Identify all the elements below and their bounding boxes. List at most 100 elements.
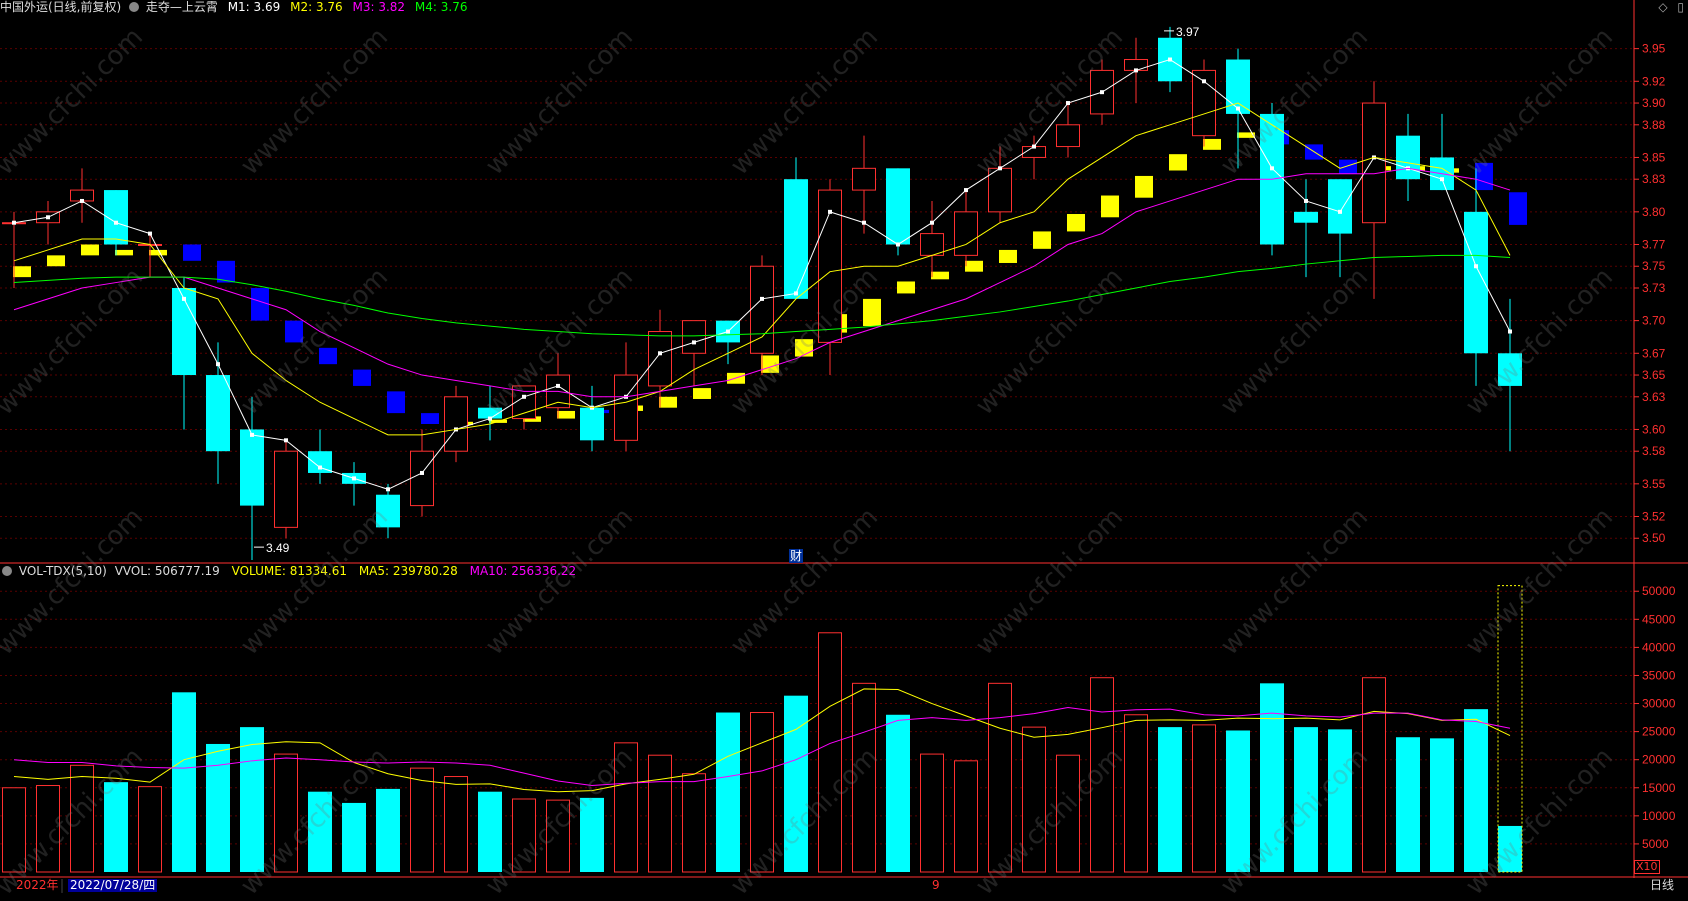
m1-point <box>250 432 254 437</box>
volume-bar-down <box>1328 729 1352 872</box>
price-tick-label: 3.85 <box>1642 150 1666 164</box>
volume-bar-up <box>920 753 944 873</box>
price-tick-label: 3.92 <box>1642 74 1666 88</box>
m1-point <box>352 476 356 481</box>
volume-bar-down <box>1396 737 1420 872</box>
m1-point <box>522 394 526 399</box>
candle-body-up <box>410 450 434 507</box>
volume-bar-up <box>682 773 706 873</box>
volume-bar-down <box>206 743 230 872</box>
signal-block <box>421 413 439 424</box>
m1-point <box>1338 209 1342 214</box>
m1-point <box>998 166 1002 171</box>
m1-point <box>1168 57 1172 62</box>
volume-bar-down <box>1294 727 1318 872</box>
volume-panel-header: VOL-TDX(5,10) VVOL: 506777.19 VOLUME: 81… <box>0 564 1630 580</box>
m1-point <box>114 220 118 225</box>
period-selector[interactable]: 日线 <box>1650 878 1675 892</box>
signal-block <box>931 271 949 280</box>
price-tick-label: 3.65 <box>1642 368 1666 382</box>
signal-block <box>115 249 133 256</box>
candle-body-down <box>886 168 910 245</box>
volume-tick-label: 40000 <box>1642 640 1676 654</box>
m3-value: M3: 3.82 <box>352 0 406 14</box>
candle-body-down <box>206 375 230 452</box>
candle-body-up <box>512 385 536 420</box>
signal-block <box>1067 214 1085 232</box>
signal-block <box>217 260 235 283</box>
volume-bar-up <box>614 742 638 873</box>
volume-bar-down <box>308 791 332 872</box>
candle-body-down <box>478 407 502 419</box>
price-tick-label: 3.52 <box>1642 509 1666 523</box>
signal-block <box>523 416 541 422</box>
candle-body-up <box>1192 69 1216 137</box>
candles <box>2 26 1522 560</box>
volume-indicator-name[interactable]: VOL-TDX(5,10) <box>18 564 107 578</box>
candle-body-up <box>614 374 638 441</box>
volume-tick-label: 50000 <box>1642 584 1676 598</box>
signal-block <box>251 288 269 321</box>
price-tick-label: 3.63 <box>1642 390 1666 404</box>
volume-bar-down <box>478 791 502 872</box>
candle-body-down <box>1328 179 1352 234</box>
m1-point <box>318 465 322 470</box>
m1-point <box>692 340 696 345</box>
indicator-name-label[interactable]: 走夺—上云霄 <box>145 0 218 14</box>
volume-bar-down <box>376 788 400 872</box>
signal-block <box>1135 175 1153 198</box>
candle-body-up <box>444 396 468 452</box>
candle-body-up <box>682 320 706 354</box>
volume-bar-down <box>1464 709 1488 872</box>
volume-axis: 50000 45000 40000 35000 30000 25000 20000 15000… <box>0 584 1676 851</box>
candle-body-up <box>988 167 1012 213</box>
volume-bar-down <box>1260 683 1284 872</box>
candle-body-down <box>1396 135 1420 180</box>
volume-bars <box>2 632 1522 873</box>
signal-block <box>1475 162 1493 191</box>
candle-body-down <box>240 429 264 506</box>
volume-tick-label: 35000 <box>1642 668 1676 682</box>
m1-point <box>386 487 390 492</box>
m1-point <box>930 220 934 225</box>
window-icon[interactable]: ▯ <box>1677 0 1684 14</box>
m1-point <box>1270 166 1274 171</box>
price-tick-label: 3.58 <box>1642 444 1666 458</box>
candle-body-down <box>580 407 604 441</box>
volume-bar-up <box>852 682 876 873</box>
m1-point <box>1202 79 1206 84</box>
m1-point <box>1440 177 1444 182</box>
m1-point <box>1066 101 1070 106</box>
price-tick-label: 3.90 <box>1642 96 1666 110</box>
signal-block <box>659 396 677 408</box>
volume-bar-up <box>70 764 94 873</box>
ma-line-m4 <box>13 254 1511 337</box>
month-tick-label: 9 <box>932 878 940 892</box>
signal-block <box>285 320 303 343</box>
gear-icon[interactable] <box>2 566 12 576</box>
m1-point <box>760 296 764 301</box>
volume-bar-up <box>1192 724 1216 873</box>
gear-icon[interactable] <box>129 2 140 12</box>
volume-bar-down <box>886 714 910 872</box>
candle-body-up <box>750 265 774 354</box>
volume-bar-up <box>1056 754 1080 873</box>
signal-block <box>1033 231 1051 249</box>
candle-body-down <box>1226 59 1250 114</box>
scale-badge[interactable]: X10 <box>1634 860 1660 874</box>
volume-bar-up <box>648 754 672 873</box>
volume-tick-label: 25000 <box>1642 725 1676 739</box>
signal-block <box>693 388 711 399</box>
volume-tick-label: 5000 <box>1642 837 1669 851</box>
price-tick-label: 3.60 <box>1642 422 1666 436</box>
m1-value: M1: 3.69 <box>227 0 281 14</box>
diamond-icon[interactable]: ◇ <box>1658 0 1668 14</box>
candle-body-down <box>1498 353 1522 386</box>
stock-name-label[interactable]: 中国外运(日线,前复权) <box>0 0 122 14</box>
finance-marker[interactable]: 财 <box>789 549 804 563</box>
volume-bar-up <box>988 682 1012 873</box>
volume-bar-down <box>240 727 264 872</box>
volume-bar-down <box>342 802 366 872</box>
volume-ma10-line <box>13 706 1511 787</box>
